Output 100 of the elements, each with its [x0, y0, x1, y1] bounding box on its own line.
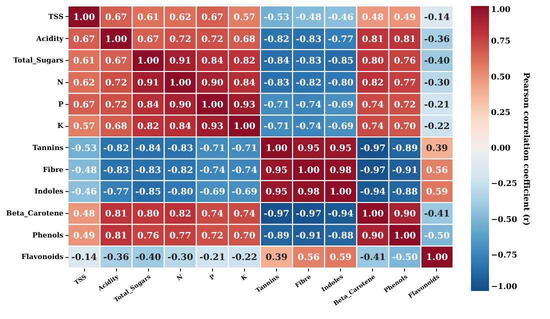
data-label: 0.77: [394, 78, 416, 88]
data-label: 1.00: [105, 34, 128, 45]
data-label: -0.94: [360, 188, 386, 198]
data-label: -0.82: [296, 78, 322, 88]
color-bar-label: −0.50: [491, 214, 518, 224]
data-label: -0.83: [264, 78, 290, 88]
data-label: 0.90: [362, 231, 384, 242]
data-label: -0.83: [167, 144, 194, 154]
data-label: 0.68: [105, 122, 128, 132]
data-label: 0.39: [426, 144, 448, 154]
data-label: -0.74: [200, 166, 226, 176]
data-label: 0.39: [266, 253, 288, 264]
data-label: -0.53: [264, 12, 290, 23]
data-label: -0.82: [264, 34, 290, 45]
data-label: 0.74: [201, 209, 224, 220]
data-label: 0.91: [169, 56, 192, 67]
data-label: 0.67: [137, 34, 160, 45]
data-label: -0.36: [424, 34, 450, 45]
data-label: 0.95: [266, 188, 288, 198]
data-label: -0.74: [296, 100, 322, 110]
data-label: -0.82: [167, 166, 194, 176]
data-label: 0.82: [233, 56, 256, 67]
data-label: 1.00: [362, 209, 384, 220]
data-label: 0.81: [362, 34, 384, 45]
color-bar-label: −1.00: [491, 281, 518, 291]
data-label: 0.95: [330, 144, 352, 154]
color-bar-label: 0.00: [491, 142, 511, 152]
data-label: 0.82: [362, 78, 384, 88]
data-label: 1.00: [394, 231, 416, 242]
data-label: 0.67: [105, 12, 128, 23]
data-label: 0.70: [233, 231, 256, 242]
data-label: 0.76: [137, 231, 160, 242]
data-label: -0.50: [392, 253, 418, 264]
data-label: -0.22: [424, 122, 450, 132]
color-bar-label: 0.75: [491, 36, 510, 46]
data-label: 0.80: [137, 209, 160, 220]
data-label: -0.71: [200, 144, 226, 154]
data-label: -0.97: [360, 166, 386, 176]
data-label: 0.72: [394, 100, 416, 110]
data-label: 0.93: [201, 122, 224, 132]
data-label: 1.00: [426, 253, 448, 264]
data-label: 1.00: [298, 166, 320, 176]
data-label: -0.85: [328, 56, 354, 67]
data-label: 0.95: [298, 144, 320, 154]
data-label: 0.81: [105, 209, 128, 220]
data-label: -0.46: [71, 188, 97, 198]
data-label: 0.62: [169, 12, 192, 23]
data-label: 0.49: [73, 231, 96, 242]
color-bar-title: Pearson correlation coefficient (r): [522, 72, 532, 226]
data-label: -0.80: [167, 188, 194, 198]
color-bar-label: −0.25: [491, 178, 518, 188]
data-label: -0.22: [232, 253, 258, 264]
data-label: 0.84: [201, 56, 224, 67]
color-bar-label: 0.50: [491, 71, 511, 82]
data-label: -0.84: [264, 56, 290, 67]
data-label: -0.46: [328, 12, 354, 23]
data-label: 1.00: [73, 12, 96, 23]
data-label: -0.69: [328, 100, 354, 110]
data-label: -0.50: [424, 231, 450, 242]
data-label: 0.67: [73, 100, 96, 110]
data-label: 1.00: [266, 144, 288, 154]
data-label: 0.57: [233, 12, 256, 23]
data-label: -0.48: [71, 166, 97, 176]
data-label: -0.85: [135, 188, 162, 198]
data-label: 0.62: [73, 78, 96, 88]
data-label: -0.91: [296, 231, 322, 242]
data-label: -0.30: [424, 78, 450, 88]
data-label: 0.74: [233, 209, 256, 220]
data-label: -0.71: [232, 144, 258, 154]
data-label: 0.72: [201, 34, 224, 45]
data-label: 0.82: [137, 122, 160, 132]
data-label: -0.41: [360, 253, 386, 264]
data-label: 1.00: [201, 100, 224, 110]
data-label: 0.48: [73, 209, 96, 220]
data-label: -0.80: [328, 78, 354, 88]
data-label: -0.40: [135, 253, 162, 264]
data-label: -0.84: [135, 144, 162, 154]
data-label: 0.80: [362, 56, 384, 67]
data-label: -0.88: [392, 188, 418, 198]
data-label: 0.72: [105, 100, 128, 110]
data-label: -0.74: [296, 122, 322, 132]
color-bar-label: 1.00: [491, 4, 511, 14]
data-label: -0.40: [424, 56, 450, 67]
data-label: 0.98: [298, 188, 320, 198]
data-label: 0.67: [105, 56, 128, 67]
data-label: -0.69: [328, 122, 354, 132]
data-label: 1.00: [169, 78, 192, 88]
data-label: 0.72: [169, 34, 192, 45]
data-label: 0.57: [73, 122, 96, 132]
data-label: 0.48: [362, 12, 384, 23]
data-label: 0.95: [266, 166, 288, 176]
data-label: 0.72: [201, 231, 224, 242]
data-label: 0.56: [426, 166, 448, 176]
data-label: 0.81: [394, 34, 416, 45]
data-label: -0.91: [392, 166, 418, 176]
data-label: -0.69: [232, 188, 258, 198]
data-label: -0.89: [392, 144, 418, 154]
data-label: 0.74: [362, 122, 384, 132]
data-label: -0.14: [71, 253, 97, 264]
data-label: -0.53: [71, 144, 97, 154]
